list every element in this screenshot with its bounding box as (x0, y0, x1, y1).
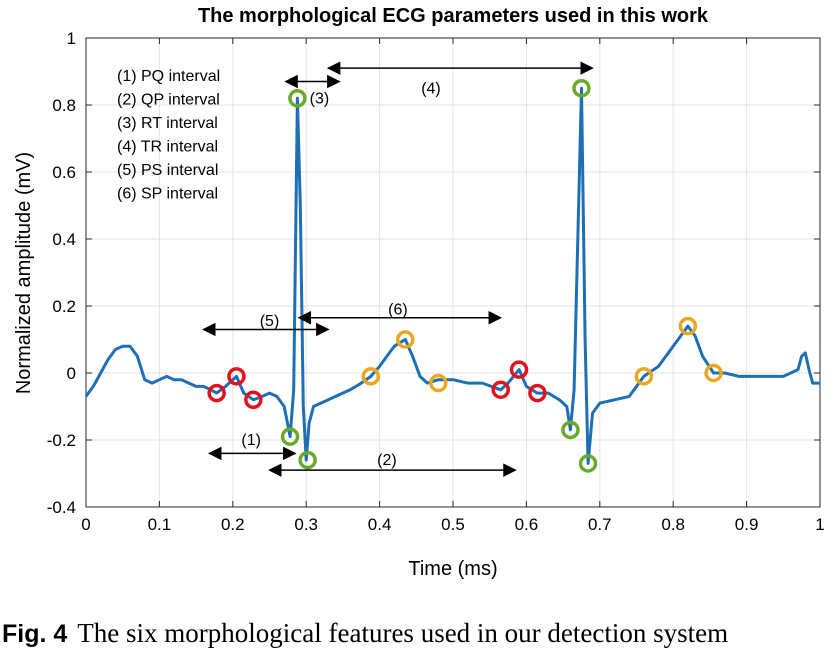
interval-label-5: (5) (260, 313, 280, 330)
x-tick-label: 0.5 (441, 515, 465, 534)
feature-marker-11 (578, 454, 598, 473)
interval-arrows: (1) (2) (3) (4) (5) (6) (202, 61, 594, 477)
y-tick-label: 0.6 (52, 163, 76, 182)
legend-entry-6: (6) SP interval (117, 186, 218, 203)
x-tick-label: 0.3 (294, 515, 318, 534)
interval-label-4: (4) (421, 80, 441, 97)
x-tick-label: 0.7 (588, 515, 612, 534)
feature-marker-16 (678, 316, 698, 336)
interval-label-2: (2) (377, 452, 397, 469)
y-tick-label: 0.8 (52, 96, 76, 115)
y-tick-label: 0.4 (52, 230, 76, 249)
chart-title: The morphological ECG parameters used in… (198, 5, 709, 27)
y-tick-label: -0.2 (47, 431, 76, 450)
interval-label-1: (1) (241, 432, 261, 449)
x-tick-label: 0.8 (661, 515, 685, 534)
feature-marker-17 (704, 363, 723, 383)
x-tick-label: 0.6 (515, 515, 539, 534)
caption-text: The six morphological features used in o… (77, 618, 729, 648)
x-axis-label: Time (ms) (408, 558, 497, 580)
interval-label-3: (3) (310, 90, 330, 107)
x-tick-label: 0 (81, 515, 90, 534)
x-tick-label: 0.2 (221, 515, 245, 534)
y-tick-label: 0 (67, 364, 76, 383)
feature-marker-3 (491, 380, 510, 399)
caption-label: Fig. 4 (2, 620, 68, 648)
feature-marker-13 (396, 330, 415, 349)
figure-caption: Fig. 4 The six morphological features use… (2, 618, 835, 649)
legend-entry-5: (5) PS interval (117, 162, 218, 179)
legend-entry-3: (3) RT interval (117, 115, 218, 132)
interval-label-6: (6) (388, 301, 408, 318)
feature-marker-12 (361, 367, 381, 386)
feature-marker-9 (561, 420, 580, 440)
axis-ticks: 0 0.1 0.2 0.3 0.4 0.5 0.6 0.7 0.8 0.9 1 -0.4 -0.2 0 0.… (47, 29, 825, 534)
feature-markers (207, 79, 723, 473)
ecg-chart: The morphological ECG parameters used in… (13, 5, 825, 580)
y-tick-label: 1 (67, 29, 76, 48)
y-tick-label: 0.2 (52, 297, 76, 316)
y-axis-label: Normalized amplitude (mV) (13, 152, 35, 394)
feature-marker-6 (280, 427, 300, 446)
feature-marker-15 (634, 367, 654, 386)
feature-marker-10 (572, 79, 591, 98)
legend-text: (1) PQ interval (2) QP interval (3) RT int… (117, 68, 220, 203)
feature-marker-7 (288, 89, 307, 108)
legend-entry-4: (4) TR interval (117, 139, 218, 156)
feature-marker-0 (207, 383, 226, 403)
x-tick-label: 0.4 (368, 515, 392, 534)
legend-entry-2: (2) QP interval (117, 92, 220, 109)
feature-marker-2 (244, 390, 263, 410)
y-tick-label: -0.4 (47, 498, 76, 517)
feature-marker-5 (528, 383, 547, 403)
legend-entry-1: (1) PQ interval (117, 68, 220, 85)
feature-marker-4 (509, 360, 529, 379)
x-tick-label: 1 (815, 515, 824, 534)
feature-marker-14 (429, 373, 448, 393)
x-tick-label: 0.9 (735, 515, 759, 534)
feature-marker-1 (227, 367, 246, 386)
x-tick-label: 0.1 (148, 515, 172, 534)
